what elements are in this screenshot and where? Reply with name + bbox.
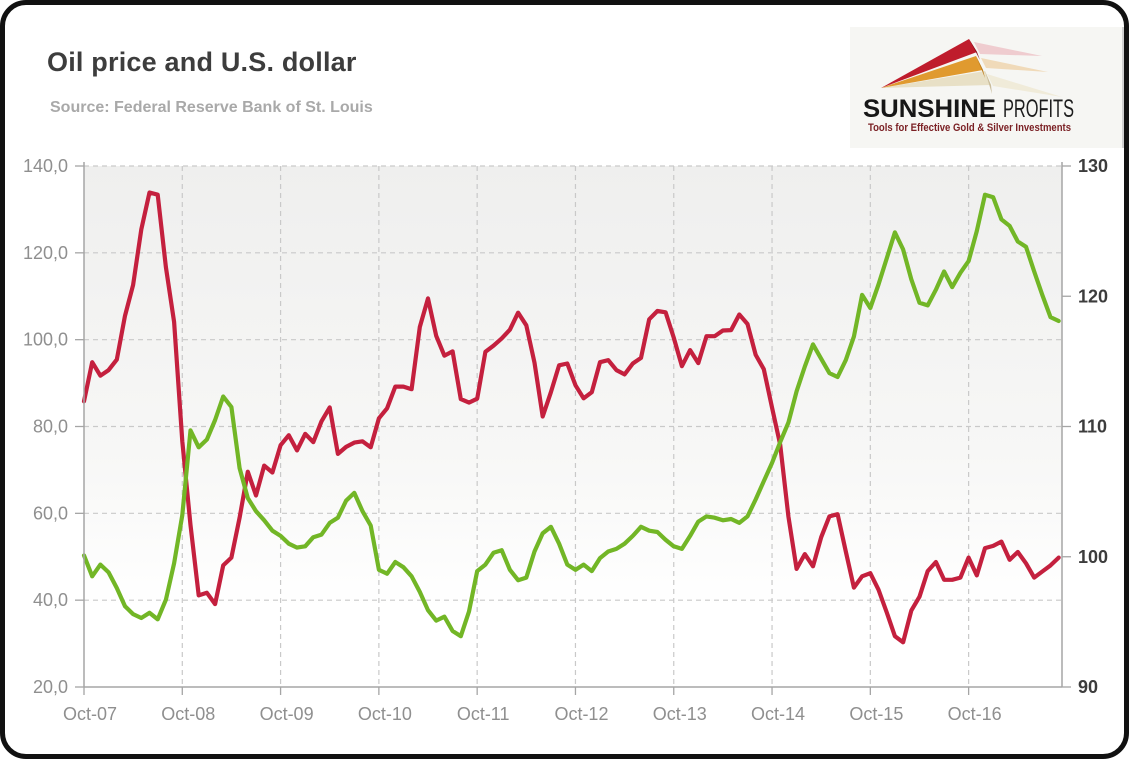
x-axis-tick-label: Oct-13 xyxy=(653,704,707,724)
left-axis-tick-label: 100,0 xyxy=(23,330,68,350)
chart-source: Source: Federal Reserve Bank of St. Loui… xyxy=(50,99,373,116)
right-axis-tick-label: 120 xyxy=(1078,286,1108,306)
chart-title: Oil price and U.S. dollar xyxy=(47,47,357,77)
logo-brand-bold: SUNSHINE xyxy=(863,95,996,123)
x-axis-tick-label: Oct-14 xyxy=(751,704,805,724)
logo-arrow-echo-red xyxy=(974,42,1042,56)
left-axis-tick-label: 80,0 xyxy=(33,417,68,437)
left-axis-tick-label: 40,0 xyxy=(33,590,68,610)
x-axis-tick-label: Oct-08 xyxy=(161,704,215,724)
sunshine-profits-logo: SUNSHINE PROFITS Tools for Effective Gol… xyxy=(850,27,1124,148)
logo-arrow-red xyxy=(881,39,977,88)
left-axis-tick-label: 60,0 xyxy=(33,503,68,523)
left-axis-tick-label: 140,0 xyxy=(23,156,68,176)
x-axis-tick-label: Oct-15 xyxy=(849,704,903,724)
grid-lines xyxy=(84,165,1062,687)
logo-arrow-echo-orange xyxy=(981,58,1048,72)
oil-price-line xyxy=(81,190,1061,645)
logo-brand-light: PROFITS xyxy=(1003,95,1074,123)
right-axis-tick-label: 130 xyxy=(1078,156,1108,176)
right-axis-tick-label: 90 xyxy=(1078,677,1098,697)
logo-graphic: SUNSHINE PROFITS Tools for Effective Gol… xyxy=(863,39,1074,134)
x-axis-tick-label: Oct-12 xyxy=(554,704,608,724)
left-axis-tick-label: 20,0 xyxy=(33,677,68,697)
x-axis-tick-label: Oct-10 xyxy=(358,704,412,724)
logo-arrow-echo-cream xyxy=(987,74,1062,97)
logo-arrow-cream xyxy=(881,71,991,88)
x-axis-tick-label: Oct-07 xyxy=(63,704,117,724)
data-series xyxy=(81,190,1061,645)
x-axis-tick-label: Oct-11 xyxy=(457,704,510,724)
axis-labels: 140,0 120,0 100,0 80,0 60,0 40,0 20,0 130 120 110… xyxy=(23,156,1108,724)
logo-arrow-orange xyxy=(881,56,983,88)
logo-arrow-red-fold xyxy=(969,39,980,60)
x-axis-tick-label: Oct-09 xyxy=(260,704,314,724)
right-axis-tick-label: 100 xyxy=(1078,547,1108,567)
axes xyxy=(75,162,1071,695)
right-axis-tick-label: 110 xyxy=(1078,417,1107,437)
logo-arrow-cream-fold xyxy=(985,71,992,94)
left-axis-tick-label: 120,0 xyxy=(23,243,68,263)
dollar-index-line xyxy=(81,192,1061,639)
x-axis-tick-label: Oct-16 xyxy=(948,704,1002,724)
logo-tagline: Tools for Effective Gold & Silver Invest… xyxy=(868,122,1071,134)
logo-arrow-orange-fold xyxy=(976,56,985,78)
